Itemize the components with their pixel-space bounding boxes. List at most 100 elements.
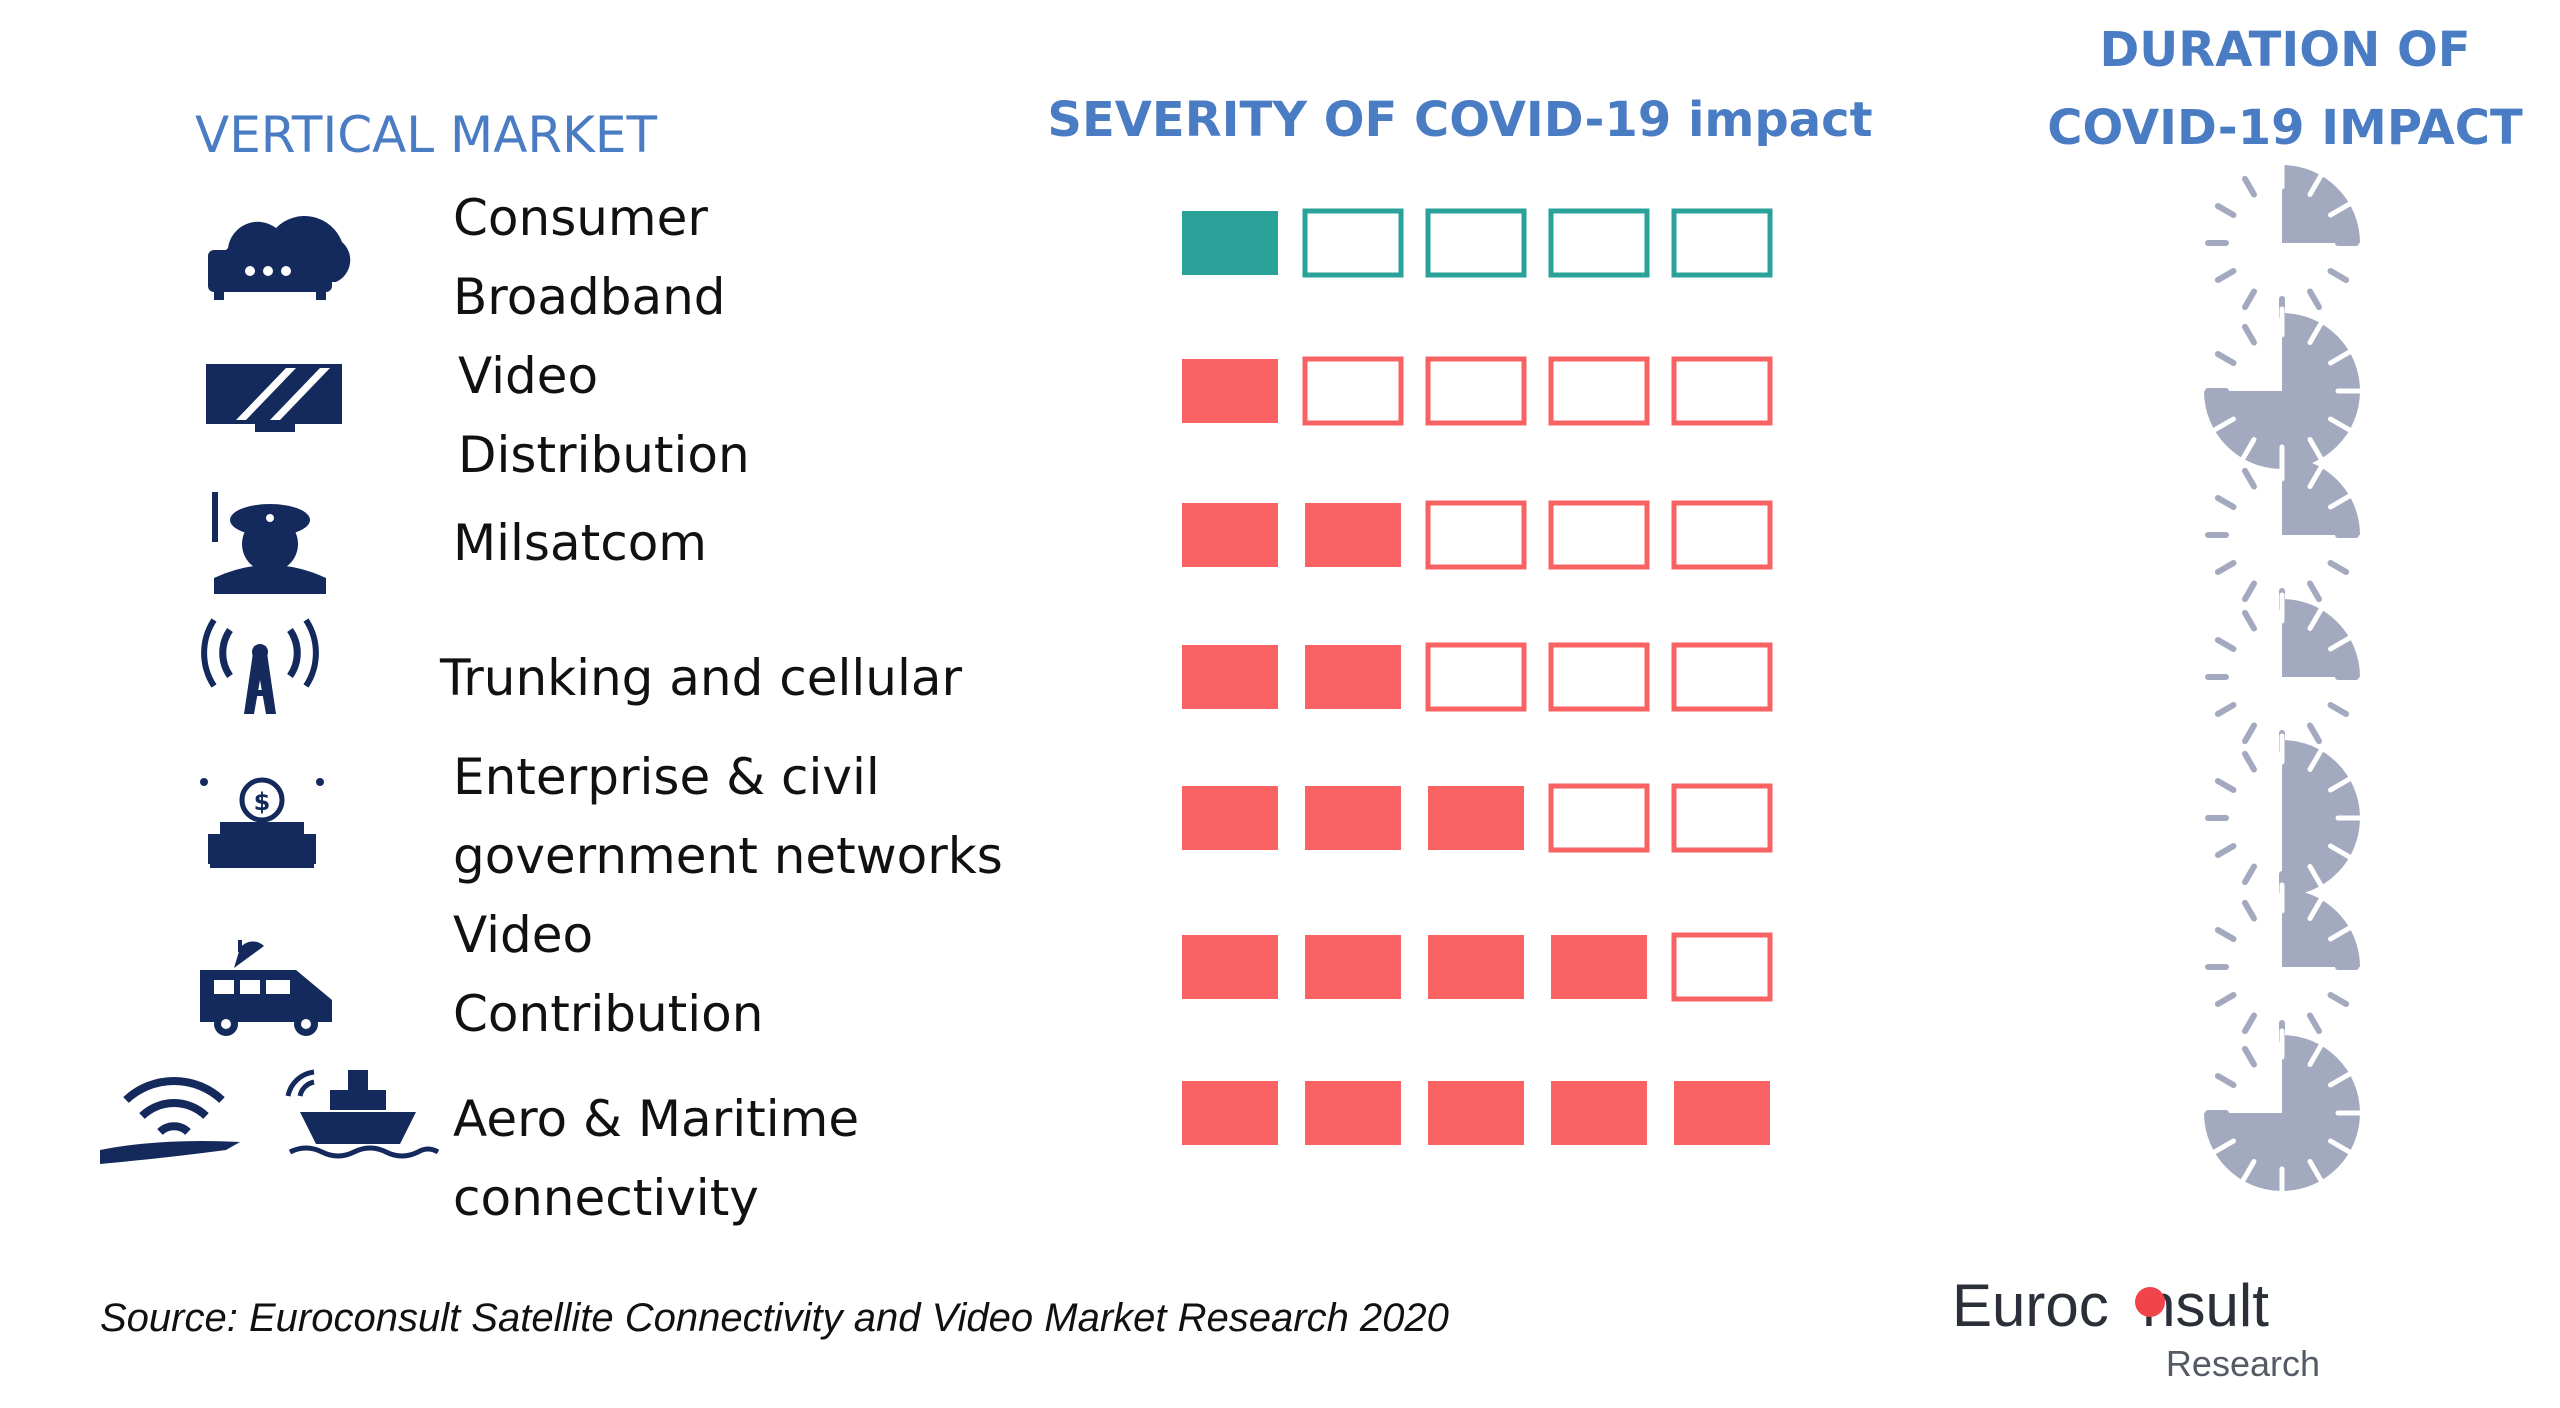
row-label-line1: Video bbox=[453, 906, 593, 964]
severity-square-empty bbox=[1548, 356, 1650, 426]
row-consumer-broadband: Consumer Broadband bbox=[453, 189, 726, 326]
clock-tick bbox=[2328, 347, 2356, 366]
row-label-line1: Aero & Maritime bbox=[453, 1090, 859, 1148]
clock-tick bbox=[2307, 603, 2326, 631]
clock-tick bbox=[2327, 268, 2350, 283]
clock-tick bbox=[2327, 560, 2350, 575]
severity-square-empty bbox=[1548, 783, 1650, 853]
clock-tick bbox=[2214, 992, 2237, 1007]
clock-tick bbox=[2307, 169, 2326, 197]
severity-square-filled bbox=[1182, 935, 1278, 999]
broadcast-van-icon bbox=[200, 940, 332, 1036]
severity-square-filled bbox=[1305, 503, 1401, 567]
clock-tick bbox=[2214, 702, 2237, 717]
row-label-line2: connectivity bbox=[453, 1169, 759, 1227]
clock-tick bbox=[2214, 268, 2237, 283]
severity-square-filled bbox=[1551, 1081, 1647, 1145]
clock-tick bbox=[2242, 1012, 2257, 1035]
duration-clock bbox=[2205, 592, 2360, 754]
severity-square-empty bbox=[1425, 500, 1527, 570]
clock-tick bbox=[2214, 778, 2237, 793]
severity-square-filled bbox=[1182, 503, 1278, 567]
severity-square-filled bbox=[1551, 935, 1647, 999]
severity-square-empty bbox=[1671, 642, 1773, 712]
row-label-line2: government networks bbox=[453, 827, 1003, 885]
severity-square-filled bbox=[1428, 1081, 1524, 1145]
row-label-line1: Enterprise & civil bbox=[453, 748, 880, 806]
clock-tick bbox=[2328, 633, 2356, 652]
duration-clocks bbox=[2204, 158, 2367, 1198]
severity-square-empty bbox=[1548, 208, 1650, 278]
clock-tick bbox=[2327, 992, 2350, 1007]
clock-tick bbox=[2242, 467, 2257, 490]
severity-square-empty bbox=[1671, 932, 1773, 1002]
tv-screen-icon bbox=[206, 364, 342, 432]
plane-wifi-icon bbox=[100, 1076, 240, 1164]
clock-tick bbox=[2242, 288, 2257, 311]
severity-square-filled bbox=[1305, 786, 1401, 850]
duration-clock bbox=[2205, 450, 2360, 612]
clock-tick bbox=[2307, 1039, 2326, 1067]
euroconsult-logo: Euroconsult Research bbox=[1952, 1272, 2320, 1384]
cell-tower-icon bbox=[201, 618, 319, 714]
row-video-contribution: Video Contribution bbox=[453, 906, 763, 1043]
clock-elapsed-sector bbox=[2204, 313, 2360, 469]
severity-square-empty bbox=[1671, 356, 1773, 426]
clock-tick bbox=[2238, 437, 2257, 465]
clock-elapsed-sector bbox=[2282, 457, 2360, 535]
severity-square-filled bbox=[1305, 935, 1401, 999]
clock-tick bbox=[2238, 1159, 2257, 1187]
soldier-icon bbox=[212, 492, 326, 594]
clock-tick bbox=[2328, 1138, 2356, 1157]
duration-header-line2: COVID-19 IMPACT bbox=[2047, 100, 2523, 156]
severity-square-filled bbox=[1305, 1081, 1401, 1145]
clock-tick bbox=[2328, 199, 2356, 218]
clock-tick bbox=[2214, 203, 2237, 218]
clock-elapsed-sector bbox=[2282, 599, 2360, 677]
clock-tick bbox=[2307, 1159, 2326, 1187]
severity-square-filled bbox=[1428, 935, 1524, 999]
clock-tick bbox=[2208, 1138, 2236, 1157]
duration-clock bbox=[2205, 882, 2360, 1044]
source-note: Source: Euroconsult Satellite Connectivi… bbox=[100, 1296, 1449, 1340]
clock-tick bbox=[2242, 175, 2257, 198]
clock-elapsed-sector bbox=[2282, 165, 2360, 243]
enterprise-building-icon: $ bbox=[200, 777, 324, 868]
row-enterprise-government: Enterprise & civil government networks bbox=[453, 748, 1003, 885]
severity-square-empty bbox=[1302, 208, 1404, 278]
duration-clock bbox=[2204, 1028, 2367, 1198]
clock-tick bbox=[2242, 863, 2257, 886]
severity-square-empty bbox=[1425, 642, 1527, 712]
severity-square-empty bbox=[1548, 642, 1650, 712]
logo-subtitle: Research bbox=[2166, 1343, 2320, 1384]
clock-tick bbox=[2327, 702, 2350, 717]
logo-wordmark: Euroconsult bbox=[1952, 1272, 2269, 1339]
severity-square-empty bbox=[1302, 356, 1404, 426]
clock-tick bbox=[2242, 580, 2257, 603]
clock-tick bbox=[2328, 923, 2356, 942]
clock-tick bbox=[2307, 437, 2326, 465]
severity-square-filled bbox=[1182, 645, 1278, 709]
severity-square-filled bbox=[1182, 359, 1278, 423]
duration-clock bbox=[2205, 158, 2360, 320]
row-aero-maritime: Aero & Maritime connectivity bbox=[453, 1090, 859, 1227]
severity-square-filled bbox=[1182, 786, 1278, 850]
clock-tick bbox=[2328, 774, 2356, 793]
clock-tick bbox=[2214, 1073, 2237, 1088]
clock-tick bbox=[2328, 491, 2356, 510]
clock-tick bbox=[2328, 1069, 2356, 1088]
row-label-line2: Distribution bbox=[458, 426, 750, 484]
severity-square-empty bbox=[1425, 208, 1527, 278]
clock-tick bbox=[2214, 637, 2237, 652]
clock-tick bbox=[2208, 416, 2236, 435]
severity-square-empty bbox=[1671, 500, 1773, 570]
severity-square-empty bbox=[1671, 208, 1773, 278]
clock-tick bbox=[2307, 893, 2326, 921]
clock-tick bbox=[2307, 461, 2326, 489]
vertical-market-header: VERTICAL MARKET bbox=[195, 106, 658, 164]
clock-elapsed-sector bbox=[2204, 1035, 2360, 1191]
clock-tick bbox=[2214, 843, 2237, 858]
clock-tick bbox=[2328, 416, 2356, 435]
clock-tick bbox=[2214, 351, 2237, 366]
ship-wifi-icon bbox=[285, 1069, 440, 1159]
